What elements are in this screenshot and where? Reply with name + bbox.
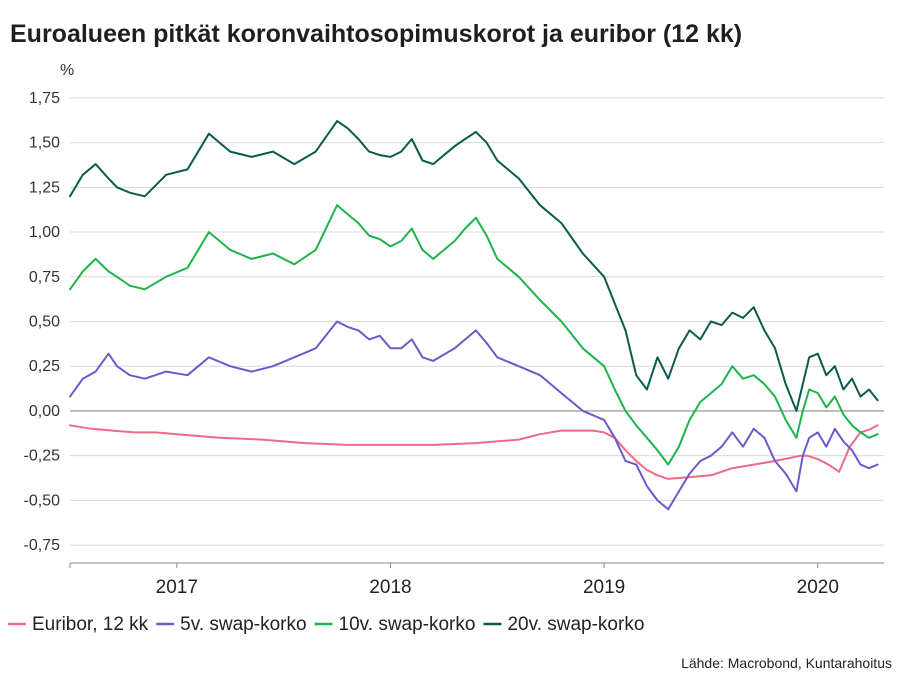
- source-note: Lähde: Macrobond, Kuntarahoitus: [681, 655, 892, 671]
- y-tick-label: 1,00: [29, 224, 60, 241]
- y-tick-label: 0,00: [29, 403, 60, 420]
- y-tick-label: 1,25: [29, 179, 60, 196]
- legend-label: 5v. swap-korko: [180, 614, 306, 635]
- y-tick-label: 0,25: [29, 358, 60, 375]
- gridlines: -0,75 -0,50 -0,25 0,00 0,25 0,50 0,75 1,00 1,25 1…: [24, 90, 884, 554]
- y-tick-label: 1,75: [29, 90, 60, 107]
- x-tick-label: 2019: [583, 577, 625, 598]
- x-tick-label: 2018: [369, 577, 411, 598]
- y-tick-label: 1,50: [29, 135, 60, 152]
- x-tick-label: 2017: [156, 577, 198, 598]
- legend-label: 20v. swap-korko: [507, 614, 644, 635]
- legend: Euribor, 12 kk 5v. swap-korko 10v. swap-ko…: [8, 614, 644, 635]
- legend-label: 10v. swap-korko: [339, 614, 476, 635]
- y-tick-label: 0,50: [29, 314, 60, 331]
- x-axis: 2017 2018 2019 2020: [69, 562, 884, 598]
- x-tick-label: 2020: [797, 577, 839, 598]
- y-tick-label: -0,50: [24, 492, 61, 509]
- series-lines: [69, 120, 879, 511]
- chart-title: Euroalueen pitkät koronvaihtosopimuskoro…: [10, 20, 742, 48]
- series-line: [69, 320, 879, 511]
- series-line: [69, 424, 879, 480]
- y-tick-label: -0,25: [24, 448, 61, 465]
- y-tick-label: 0,75: [29, 269, 60, 286]
- y-axis-unit-label: %: [60, 62, 74, 79]
- legend-label: Euribor, 12 kk: [32, 614, 149, 635]
- y-tick-label: -0,75: [24, 537, 61, 554]
- series-line: [69, 120, 879, 412]
- series-line: [69, 204, 879, 466]
